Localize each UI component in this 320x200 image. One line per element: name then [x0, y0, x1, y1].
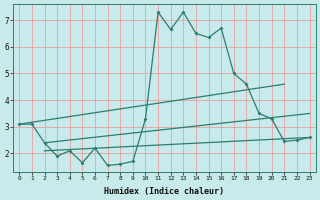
- X-axis label: Humidex (Indice chaleur): Humidex (Indice chaleur): [104, 187, 224, 196]
